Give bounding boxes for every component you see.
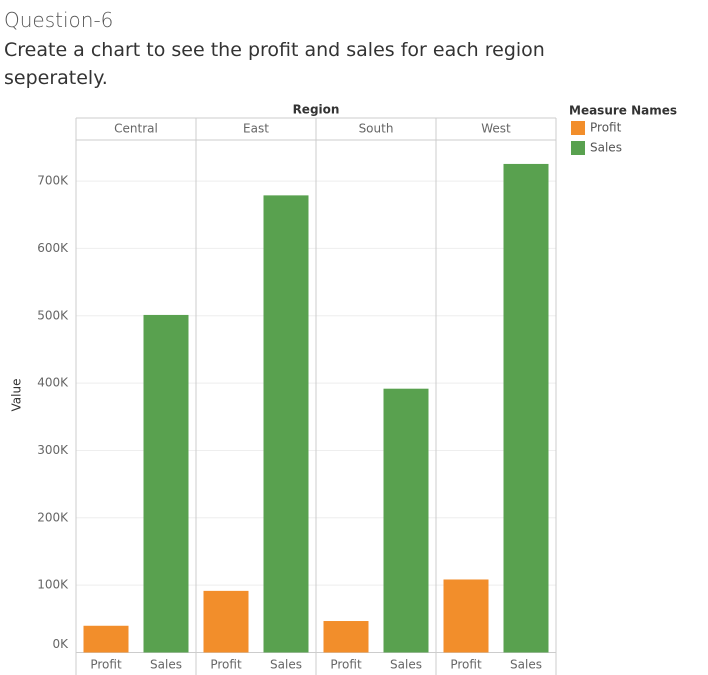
x-tick-label: Sales	[270, 658, 302, 672]
bar	[83, 625, 129, 653]
y-tick-label: 300K	[37, 443, 69, 457]
y-axis-label: Value	[10, 379, 24, 412]
bar	[323, 621, 369, 653]
y-tick-label: 200K	[37, 510, 69, 524]
bar	[263, 195, 309, 653]
y-tick-label: 400K	[37, 376, 69, 390]
y-tick-label: 600K	[37, 241, 69, 255]
legend-title: Measure Names	[569, 104, 677, 118]
legend-label: Profit	[590, 121, 622, 135]
bar	[203, 590, 249, 653]
x-tick-label: Sales	[150, 658, 182, 672]
y-tick-label: 700K	[37, 174, 69, 188]
x-tick-label: Sales	[510, 658, 542, 672]
y-tick-label: 0K	[52, 637, 69, 651]
column-label: West	[481, 122, 511, 136]
x-tick-label: Profit	[90, 658, 122, 672]
column-header: Region	[293, 103, 340, 117]
x-tick-label: Sales	[390, 658, 422, 672]
bar	[143, 314, 189, 653]
bar	[503, 163, 549, 653]
legend-swatch	[571, 121, 585, 135]
column-label: Central	[114, 122, 158, 136]
x-tick-label: Profit	[210, 658, 242, 672]
column-label: East	[243, 122, 269, 136]
bar	[383, 388, 429, 653]
x-tick-label: Profit	[330, 658, 362, 672]
title: Question-6	[4, 8, 114, 32]
column-label: South	[359, 122, 394, 136]
y-tick-label: 500K	[37, 308, 69, 322]
x-tick-label: Profit	[450, 658, 482, 672]
legend-label: Sales	[590, 141, 622, 155]
y-tick-label: 100K	[37, 578, 69, 592]
legend-swatch	[571, 141, 585, 155]
bar	[443, 579, 489, 653]
subtitle: Create a chart to see the profit and sal…	[4, 39, 545, 89]
